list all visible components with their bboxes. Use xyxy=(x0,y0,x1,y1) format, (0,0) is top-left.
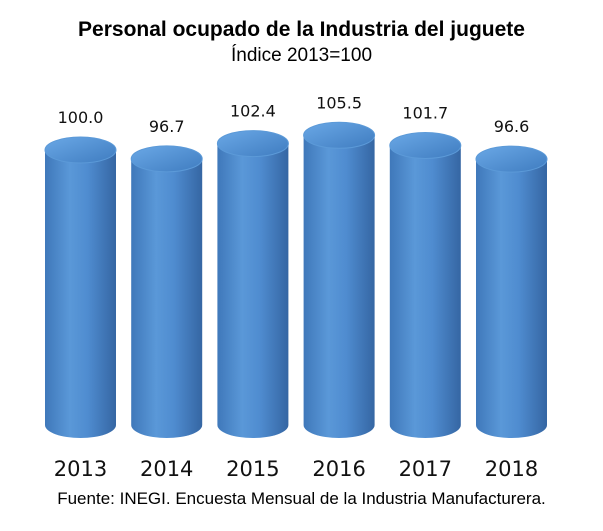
chart-subtitle: Índice 2013=100 xyxy=(230,45,373,66)
x-tick-label-2016: 2016 xyxy=(312,457,365,481)
value-label-2017: 101.7 xyxy=(402,103,448,122)
x-tick-label-2014: 2014 xyxy=(140,457,193,481)
x-tick-label-2017: 2017 xyxy=(399,457,452,481)
x-tick-label-2015: 2015 xyxy=(226,457,279,481)
x-tick-label-2013: 2013 xyxy=(54,457,107,481)
bar-2016 xyxy=(303,121,376,439)
value-label-2015: 102.4 xyxy=(230,102,276,121)
bar-2013 xyxy=(44,136,117,438)
bar-2014 xyxy=(130,145,203,439)
value-label-2016: 105.5 xyxy=(316,93,362,112)
bar-2018 xyxy=(475,145,548,439)
value-label-2013: 100.0 xyxy=(58,108,104,127)
value-label-2014: 96.7 xyxy=(149,117,185,136)
bar-2017 xyxy=(389,131,462,439)
chart-title: Personal ocupado de la Industria del jug… xyxy=(78,18,525,41)
value-label-2018: 96.6 xyxy=(494,117,530,136)
chart-source-note: Fuente: INEGI. Encuesta Mensual de la In… xyxy=(57,489,546,508)
bar-2015 xyxy=(216,130,289,439)
x-tick-label-2018: 2018 xyxy=(485,457,538,481)
